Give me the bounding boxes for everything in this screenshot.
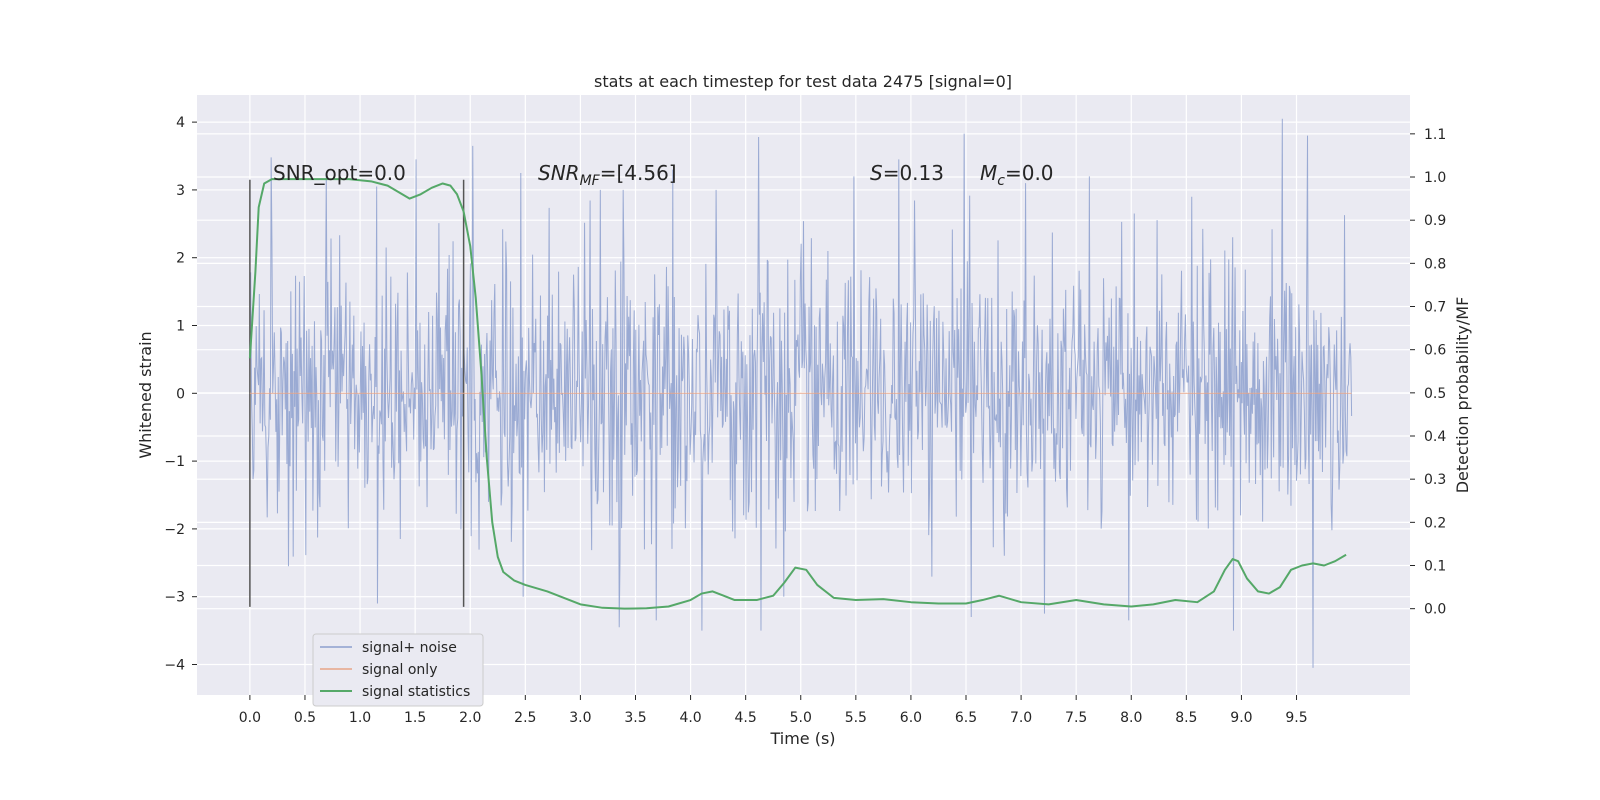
annotation-snr-opt: SNR_opt=0.0: [273, 161, 406, 185]
annotation-mc: Mc=0.0: [980, 161, 1054, 189]
x-tick-label-18: 9.0: [1230, 710, 1252, 726]
x-tick-label-4: 2.0: [459, 710, 481, 726]
annotation-snr-mf-sub: MF: [580, 173, 601, 189]
y2-tick-label-6: 0.6: [1424, 343, 1446, 359]
y-tick-label-7: 3: [176, 183, 185, 199]
x-tick-label-0: 0.0: [239, 710, 261, 726]
y2-axis-ticks: 0.0 0.1 0.2 0.3 0.4 0.5 0.6 0.7 0.8 0.9 1.0 1.1: [1410, 127, 1446, 618]
x-tick-label-1: 0.5: [294, 710, 316, 726]
y2-tick-label-8: 0.8: [1424, 256, 1446, 272]
annotation-s-symbol: S: [870, 161, 883, 185]
y2-tick-label-11: 1.1: [1424, 127, 1446, 143]
legend-label-signal-statistics: signal statistics: [362, 684, 470, 700]
y2-tick-label-9: 0.9: [1424, 213, 1446, 229]
y-tick-label-2: −2: [164, 522, 185, 538]
y-tick-label-3: −1: [164, 454, 185, 470]
y-tick-label-6: 2: [176, 251, 185, 267]
x-tick-label-17: 8.5: [1175, 710, 1197, 726]
annotation-mc-sub: c: [997, 173, 1005, 189]
x-tick-label-8: 4.0: [679, 710, 701, 726]
x-tick-label-12: 6.0: [900, 710, 922, 726]
x-tick-label-16: 8.0: [1120, 710, 1142, 726]
legend-label-signal-only: signal only: [362, 662, 437, 678]
x-tick-label-6: 3.0: [569, 710, 591, 726]
annotation-mc-main: M: [980, 161, 997, 185]
y2-tick-label-1: 0.1: [1424, 559, 1446, 575]
y2-tick-label-7: 0.7: [1424, 300, 1446, 316]
x-tick-label-2: 1.0: [349, 710, 371, 726]
y-tick-label-1: −3: [164, 590, 185, 606]
x-tick-label-7: 3.5: [624, 710, 646, 726]
chart-title: stats at each timestep for test data 247…: [594, 72, 1012, 91]
legend-box: [312, 633, 484, 707]
x-tick-label-14: 7.0: [1010, 710, 1032, 726]
x-tick-label-11: 5.5: [845, 710, 867, 726]
y2-axis-label: Detection probability/MF: [1453, 297, 1472, 494]
signal-statistics-series: [248, 178, 1347, 610]
y2-tick-label-3: 0.3: [1424, 472, 1446, 488]
legend: signal+ noise signal only signal statist…: [312, 633, 484, 707]
annotation-snr-mf-value: =[4.56]: [600, 161, 677, 185]
y-tick-label-4: 0: [176, 386, 185, 402]
x-tick-label-15: 7.5: [1065, 710, 1087, 726]
y-tick-label-8: 4: [176, 115, 185, 131]
x-tick-label-5: 2.5: [514, 710, 536, 726]
x-axis-ticks: 0.0 0.5 1.0 1.5 2.0 2.5 3.0 3.5 4.0 4.5 5.0 5.5 6.0 6…: [239, 695, 1308, 726]
y2-tick-label-5: 0.5: [1424, 386, 1446, 402]
annotation-mc-value: =0.0: [1005, 161, 1054, 185]
signal-statistics-line: [248, 178, 1347, 610]
x-tick-label-9: 4.5: [735, 710, 757, 726]
y2-tick-label-2: 0.2: [1424, 515, 1446, 531]
annotation-snr-mf: SNRMF=[4.56]: [538, 161, 677, 189]
annotation-snr-mf-main: SNR: [538, 161, 580, 185]
x-axis-label: Time (s): [769, 729, 835, 748]
y2-tick-label-10: 1.0: [1424, 170, 1446, 186]
y-axis-label: Whitened strain: [136, 331, 155, 458]
annotation-s-value: =0.13: [883, 161, 944, 185]
x-tick-label-3: 1.5: [404, 710, 426, 726]
y-tick-label-5: 1: [176, 319, 185, 335]
y2-tick-label-0: 0.0: [1424, 602, 1446, 618]
annotation-s: S=0.13: [870, 161, 944, 185]
y-axis-ticks: −4 −3 −2 −1 0 1 2 3 4: [164, 115, 197, 673]
legend-label-signal-noise: signal+ noise: [362, 640, 457, 656]
x-tick-label-19: 9.5: [1285, 710, 1307, 726]
annotations: SNR_opt=0.0 SNRMF=[4.56] S=0.13 Mc=0.0: [273, 161, 1054, 189]
x-tick-label-13: 6.5: [955, 710, 977, 726]
x-tick-label-10: 5.0: [790, 710, 812, 726]
y-tick-label-0: −4: [164, 657, 185, 673]
y2-tick-label-4: 0.4: [1424, 429, 1446, 445]
